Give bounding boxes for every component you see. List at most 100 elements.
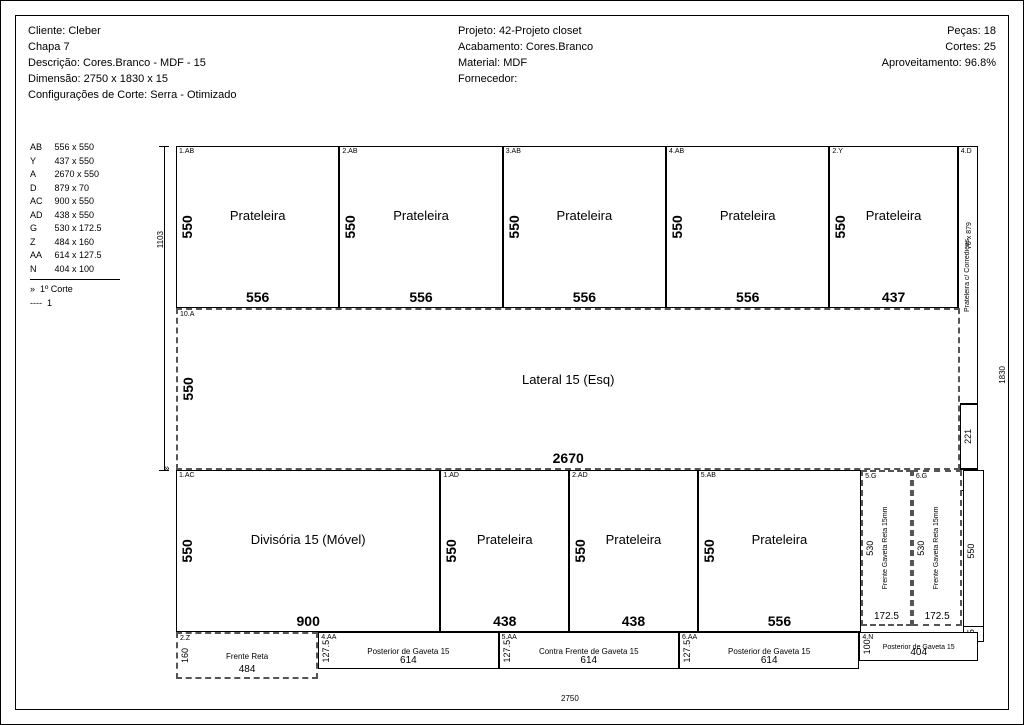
piece-label: Prateleira bbox=[441, 532, 568, 547]
piece: 550 bbox=[963, 470, 984, 632]
hdr-pieces: Peças: 18 bbox=[826, 24, 996, 40]
piece: 5.ABPrateleira556550 bbox=[698, 470, 861, 632]
piece-height: 550 bbox=[179, 147, 195, 307]
piece-label: Prateleira bbox=[830, 208, 956, 223]
hdr-sheet: Chapa 7 bbox=[28, 40, 368, 56]
piece-label: Frente Gaveta Reta 15mm bbox=[933, 487, 940, 608]
piece-label: Prateleira bbox=[504, 208, 665, 223]
piece-width: 900 bbox=[177, 613, 439, 629]
piece-dim: 70 x 879 bbox=[966, 186, 973, 286]
piece: 5.GFrente Gaveta Reta 15mm172.5530 bbox=[861, 470, 912, 626]
hdr-finish: Acabamento: Cores.Branco bbox=[458, 40, 798, 56]
tick-h1 bbox=[159, 146, 169, 147]
piece-height: 550 bbox=[180, 310, 196, 468]
piece-height: 127.5 bbox=[502, 633, 512, 668]
piece-label: Prateleira bbox=[699, 532, 860, 547]
legend-note: ---- 1 bbox=[30, 297, 120, 311]
piece: 1.ACDivisória 15 (Móvel)900550 bbox=[176, 470, 440, 632]
piece: 221 bbox=[960, 404, 978, 469]
piece-height: 221 bbox=[963, 405, 973, 468]
piece-width: 556 bbox=[504, 289, 665, 305]
hdr-desc: Descrição: Cores.Branco - MDF - 15 bbox=[28, 56, 368, 72]
piece-height: 550 bbox=[669, 147, 685, 307]
piece-label: Lateral 15 (Esq) bbox=[178, 372, 958, 387]
legend-row: D 879 x 70 bbox=[30, 182, 120, 196]
legend-row: G 530 x 172.5 bbox=[30, 222, 120, 236]
hdr-dim: Dimensão: 2750 x 1830 x 15 bbox=[28, 72, 368, 88]
piece: 2.ABPrateleira556550 bbox=[339, 146, 502, 308]
legend-row: Z 484 x 160 bbox=[30, 236, 120, 250]
piece-width: 556 bbox=[340, 289, 501, 305]
piece-label: Prateleira bbox=[570, 532, 697, 547]
piece: 4.NPosterior de Gaveta 15404100 bbox=[859, 632, 978, 661]
piece: 1.ADPrateleira438550 bbox=[440, 470, 569, 632]
dim-1830: 1830 bbox=[998, 366, 1007, 384]
legend-row: N 404 x 100 bbox=[30, 263, 120, 277]
piece: 4.AAPosterior de Gaveta 15614127.5 bbox=[318, 632, 498, 669]
hdr-yield: Aproveitamento: 96.8% bbox=[826, 56, 996, 72]
header-left: Cliente: Cleber Chapa 7 Descrição: Cores… bbox=[28, 24, 368, 104]
piece: 2.ADPrateleira438550 bbox=[569, 470, 698, 632]
piece-label: Frente Reta bbox=[178, 652, 316, 661]
first-cut-icon: » bbox=[164, 463, 170, 474]
piece: 5.AAContra Frente de Gaveta 15614127.5 bbox=[499, 632, 679, 669]
piece: 4.ABPrateleira556550 bbox=[666, 146, 829, 308]
piece-width: 404 bbox=[860, 647, 977, 658]
piece-label: Prateleira bbox=[667, 208, 828, 223]
legend-row: AD 438 x 550 bbox=[30, 209, 120, 223]
piece-width: 556 bbox=[667, 289, 828, 305]
piece-height: 160 bbox=[180, 634, 190, 677]
piece: 1.ABPrateleira556550 bbox=[176, 146, 339, 308]
piece-height: 550 bbox=[506, 147, 522, 307]
piece: 6.GFrente Gaveta Reta 15mm172.5530 bbox=[912, 470, 963, 626]
piece-height: 100 bbox=[862, 633, 872, 660]
hdr-cuts: Cortes: 25 bbox=[826, 40, 996, 56]
piece-width: 438 bbox=[570, 613, 697, 629]
piece-width: 556 bbox=[177, 289, 338, 305]
piece-width: 556 bbox=[699, 613, 860, 629]
cutting-sheet: 1.ABPrateleira5565502.ABPrateleira556550… bbox=[176, 146, 986, 684]
legend-row: AC 900 x 550 bbox=[30, 195, 120, 209]
piece-height: 127.5 bbox=[682, 633, 692, 668]
piece: 6.AAPosterior de Gaveta 15614127.5 bbox=[679, 632, 859, 669]
piece-height: 550 bbox=[342, 147, 358, 307]
legend: AB 556 x 550Y 437 x 550A 2670 x 550D 879… bbox=[30, 141, 120, 310]
piece-width: 614 bbox=[680, 655, 858, 666]
piece-height: 550 bbox=[179, 471, 195, 631]
piece-width: 614 bbox=[319, 655, 497, 666]
piece-height: 127.5 bbox=[321, 633, 331, 668]
hdr-client: Cliente: Cleber bbox=[28, 24, 368, 40]
piece-width: 484 bbox=[178, 664, 316, 675]
hdr-project: Projeto: 42-Projeto closet bbox=[458, 24, 798, 40]
piece-label: Prateleira bbox=[177, 208, 338, 223]
header-mid: Projeto: 42-Projeto closet Acabamento: C… bbox=[458, 24, 798, 88]
hdr-cut: Configurações de Corte: Serra - Otimizad… bbox=[28, 88, 368, 104]
legend-row: A 2670 x 550 bbox=[30, 168, 120, 182]
piece: 2.YPrateleira437550 bbox=[829, 146, 957, 308]
piece-height: 550 bbox=[572, 471, 588, 631]
dim-2750: 2750 bbox=[561, 694, 579, 703]
piece-height: 550 bbox=[701, 471, 717, 631]
piece-width: 2670 bbox=[178, 450, 958, 466]
legend-row: AB 556 x 550 bbox=[30, 141, 120, 155]
piece-height: 550 bbox=[443, 471, 459, 631]
piece: 10.ALateral 15 (Esq)2670550 bbox=[176, 308, 960, 470]
piece-height: 550 bbox=[832, 147, 848, 307]
legend-note: » 1º Corte bbox=[30, 283, 120, 297]
legend-row: AA 614 x 127.5 bbox=[30, 249, 120, 263]
piece-width: 614 bbox=[500, 655, 678, 666]
piece-label: Divisória 15 (Móvel) bbox=[177, 532, 439, 547]
piece-label: Frente Gaveta Reta 15mm bbox=[882, 487, 889, 608]
inner-frame: Cliente: Cleber Chapa 7 Descrição: Cores… bbox=[15, 15, 1009, 710]
piece-height: 530 bbox=[916, 472, 926, 624]
hdr-supplier: Fornecedor: bbox=[458, 72, 798, 88]
piece-tag: 4.D bbox=[961, 148, 972, 155]
piece-label: Prateleira bbox=[340, 208, 501, 223]
tick-v1 bbox=[164, 146, 165, 470]
legend-row: Y 437 x 550 bbox=[30, 155, 120, 169]
piece: 3.ABPrateleira556550 bbox=[503, 146, 666, 308]
piece-width: 437 bbox=[830, 289, 956, 305]
piece: 2.ZFrente Reta484160 bbox=[176, 632, 318, 679]
hdr-material: Material: MDF bbox=[458, 56, 798, 72]
page-frame: Cliente: Cleber Chapa 7 Descrição: Cores… bbox=[0, 0, 1024, 725]
